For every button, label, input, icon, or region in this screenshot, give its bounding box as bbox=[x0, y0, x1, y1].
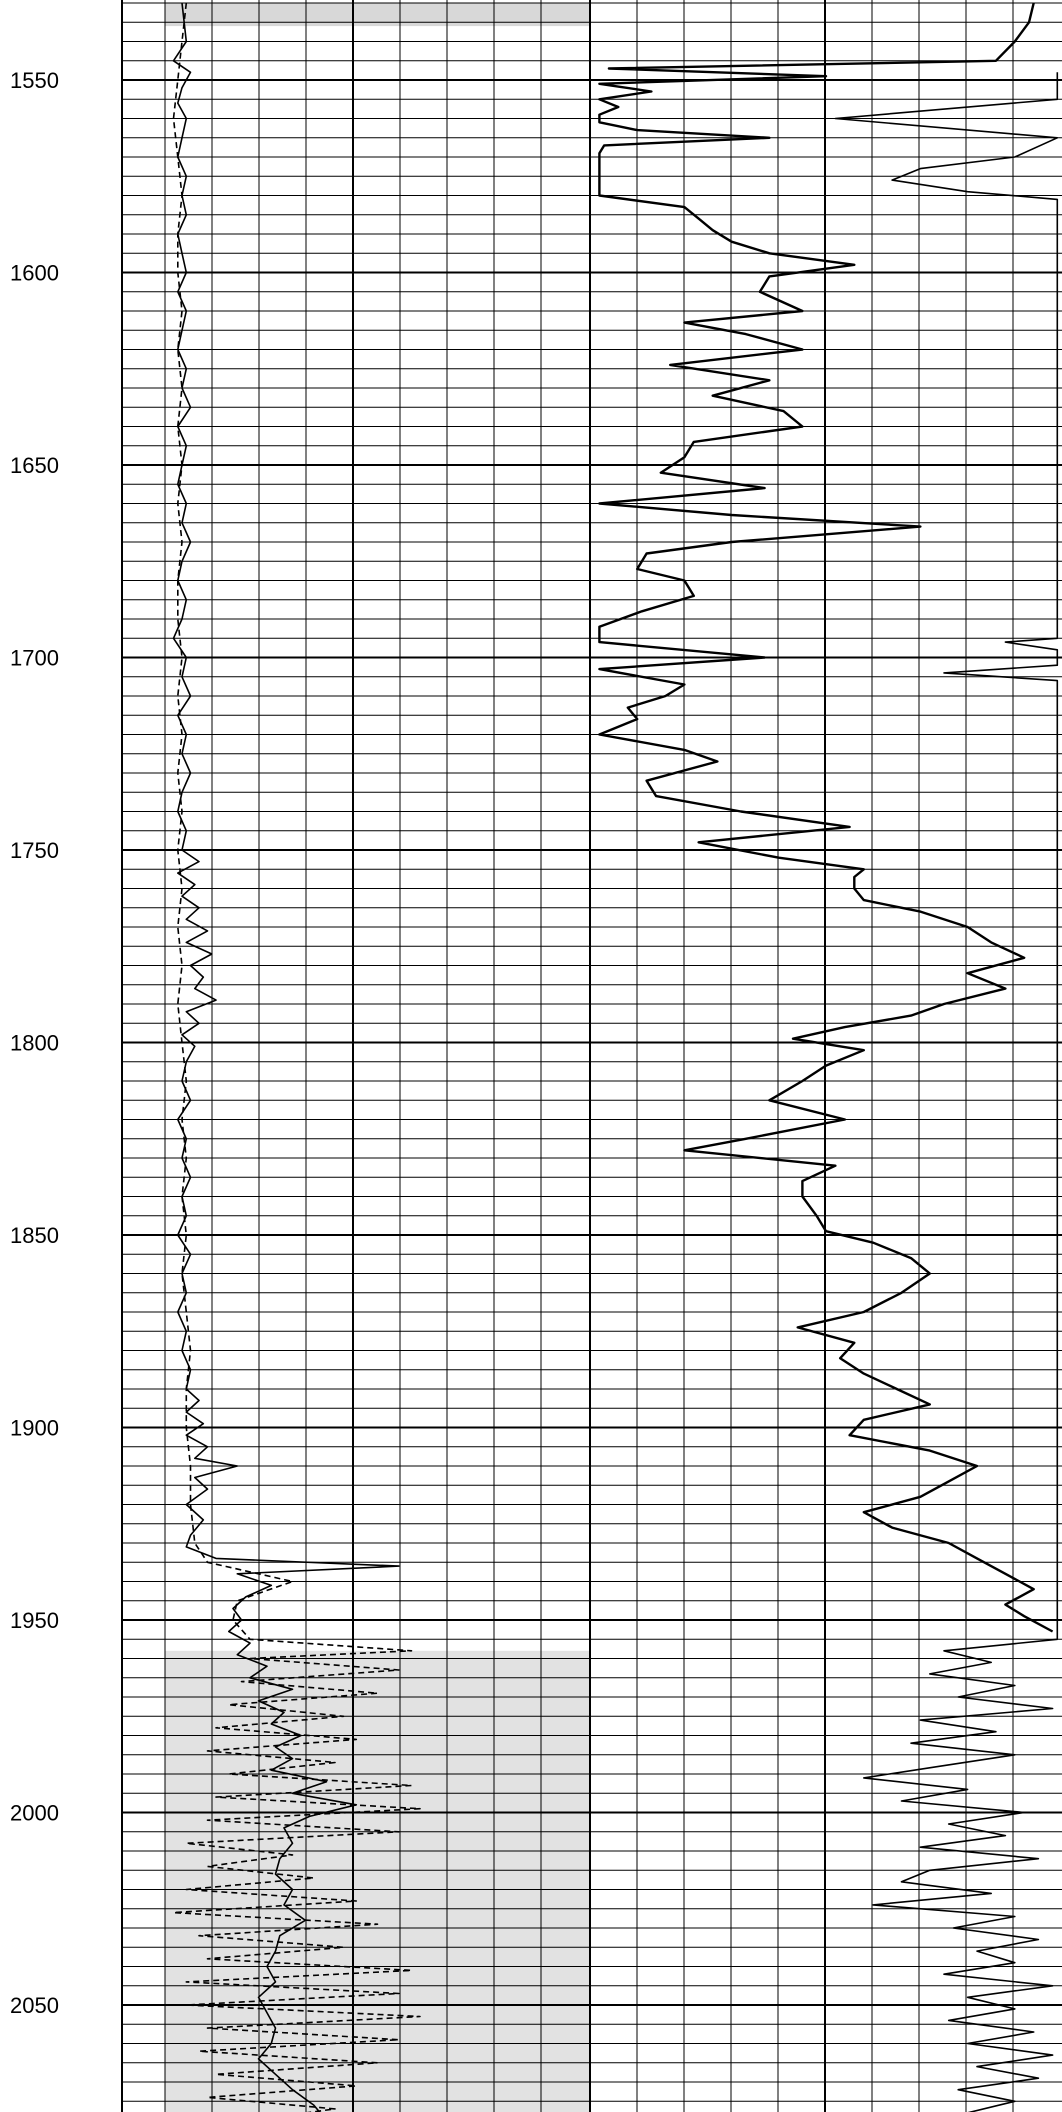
depth-tick-label: 1950 bbox=[10, 1608, 59, 1633]
lithology-shade bbox=[165, 1650, 590, 2112]
log-curve-4 bbox=[834, 72, 1059, 2112]
depth-tick-label: 1850 bbox=[10, 1223, 59, 1248]
depth-tick-label: 1900 bbox=[10, 1416, 59, 1441]
depth-tick-label: 1700 bbox=[10, 646, 59, 671]
depth-axis: 1550 1600 1650 1700 1750 1800 1850 1900 1950 2000… bbox=[10, 68, 59, 2018]
depth-tick-label: 1600 bbox=[10, 261, 59, 286]
log-curves bbox=[172, 2, 1059, 2112]
depth-tick-label: 1750 bbox=[10, 838, 59, 863]
grid-major bbox=[121, 0, 1062, 2112]
lithology-shading bbox=[165, 3, 590, 2112]
log-curve-1 bbox=[172, 2, 400, 2112]
depth-tick-label: 2050 bbox=[10, 1993, 59, 2018]
depth-tick-label: 1550 bbox=[10, 68, 59, 93]
depth-tick-label: 1650 bbox=[10, 453, 59, 478]
grid-minor bbox=[122, 0, 1062, 2112]
lithology-shade bbox=[165, 3, 590, 27]
depth-tick-label: 2000 bbox=[10, 1801, 59, 1826]
log-curve-3 bbox=[598, 2, 1054, 1633]
log-curve-2 bbox=[172, 2, 421, 2112]
depth-tick-label: 1800 bbox=[10, 1031, 59, 1056]
